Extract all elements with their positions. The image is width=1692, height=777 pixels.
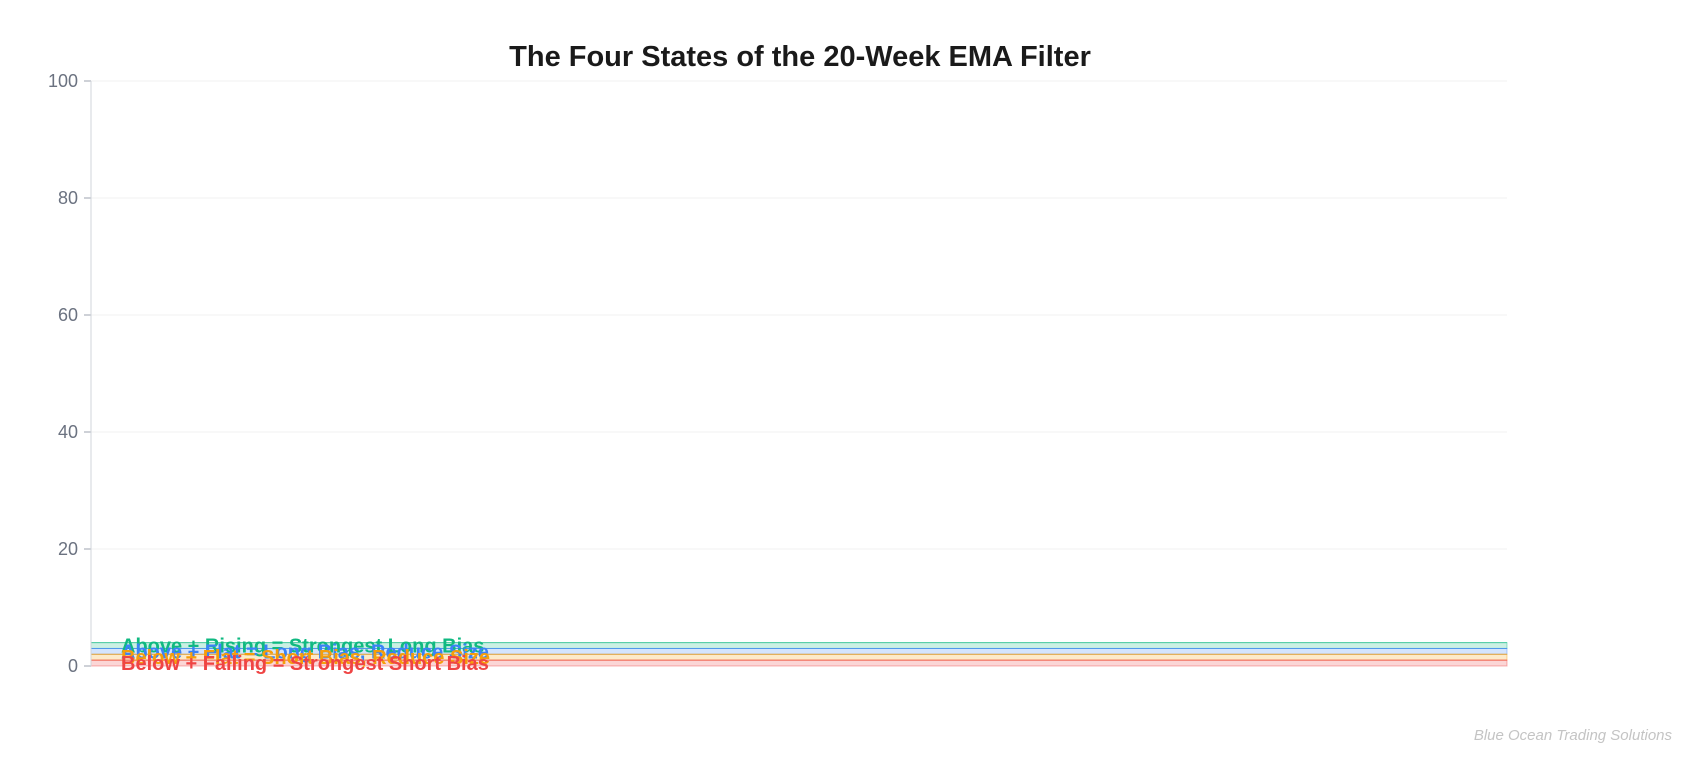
state-label: Below + Falling = Strongest Short Bias [121, 653, 489, 675]
y-tick-label: 20 [58, 539, 78, 559]
y-tick-label: 40 [58, 422, 78, 442]
band-labels: Above + Rising = Strongest Long BiasAbov… [121, 636, 490, 676]
chart-title: The Four States of the 20-Week EMA Filte… [509, 41, 1091, 73]
watermark: Blue Ocean Trading Solutions [1474, 727, 1673, 744]
y-tick-label: 60 [58, 305, 78, 325]
y-tick-label: 80 [58, 188, 78, 208]
y-axis: 0 20 40 60 80 100 [48, 71, 92, 676]
state-label: Above + Flat = Long Bias, Reduce Size [121, 641, 489, 663]
y-tick-label: 0 [68, 656, 78, 676]
y-tick-label: 100 [48, 71, 78, 91]
gridlines [91, 80, 1507, 550]
state-label: Below + Flat = Short Bias, Reduce Size [121, 647, 490, 669]
state-label: Above + Rising = Strongest Long Bias [121, 636, 484, 658]
